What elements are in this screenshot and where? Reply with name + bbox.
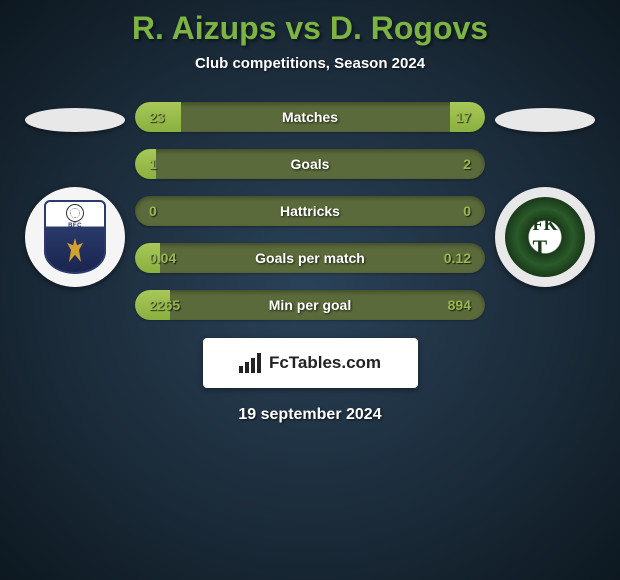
stat-value-left: 1: [149, 156, 157, 172]
right-player-column: FKT: [485, 102, 605, 287]
main-content: BFC DAUGAVPILS 23 Matches 17 1 Goals 2 0…: [0, 102, 620, 320]
stat-value-left: 23: [149, 109, 165, 125]
stat-label: Goals per match: [255, 250, 365, 266]
stats-column: 23 Matches 17 1 Goals 2 0 Hattricks 0 0.…: [135, 102, 485, 320]
stat-row-goals-per-match: 0.04 Goals per match 0.12: [135, 243, 485, 273]
stat-value-right: 0.12: [444, 250, 471, 266]
stat-value-right: 17: [455, 109, 471, 125]
ball-icon: [66, 204, 84, 222]
stat-value-left: 0.04: [149, 250, 176, 266]
stat-row-min-per-goal: 2265 Min per goal 894: [135, 290, 485, 320]
fkt-shield-icon: FKT: [505, 197, 585, 277]
watermark-text: FcTables.com: [269, 353, 381, 373]
stat-row-goals: 1 Goals 2: [135, 149, 485, 179]
page-title: R. Aizups vs D. Rogovs: [0, 0, 620, 47]
right-avatar-placeholder: [495, 108, 595, 132]
stat-label: Min per goal: [269, 297, 351, 313]
fkt-letters: FKT: [533, 214, 558, 261]
stat-label: Goals: [291, 156, 330, 172]
stat-value-right: 2: [463, 156, 471, 172]
date-text: 19 september 2024: [0, 406, 620, 424]
subtitle: Club competitions, Season 2024: [0, 55, 620, 72]
bar-chart-icon: [239, 353, 263, 373]
stat-label: Hattricks: [280, 203, 340, 219]
stat-value-right: 0: [463, 203, 471, 219]
stat-value-left: 2265: [149, 297, 180, 313]
left-club-badge: BFC DAUGAVPILS: [25, 187, 125, 287]
left-player-column: BFC DAUGAVPILS: [15, 102, 135, 287]
watermark-badge[interactable]: FcTables.com: [203, 338, 418, 388]
left-avatar-placeholder: [25, 108, 125, 132]
stat-value-right: 894: [448, 297, 471, 313]
stat-row-matches: 23 Matches 17: [135, 102, 485, 132]
stat-row-hattricks: 0 Hattricks 0: [135, 196, 485, 226]
right-club-badge: FKT: [495, 187, 595, 287]
stat-label: Matches: [282, 109, 338, 125]
bfc-shield-icon: BFC DAUGAVPILS: [44, 200, 106, 274]
badge-text-bottom: DAUGAVPILS: [61, 229, 89, 234]
fleur-de-lis-icon: [65, 238, 85, 262]
stat-value-left: 0: [149, 203, 157, 219]
